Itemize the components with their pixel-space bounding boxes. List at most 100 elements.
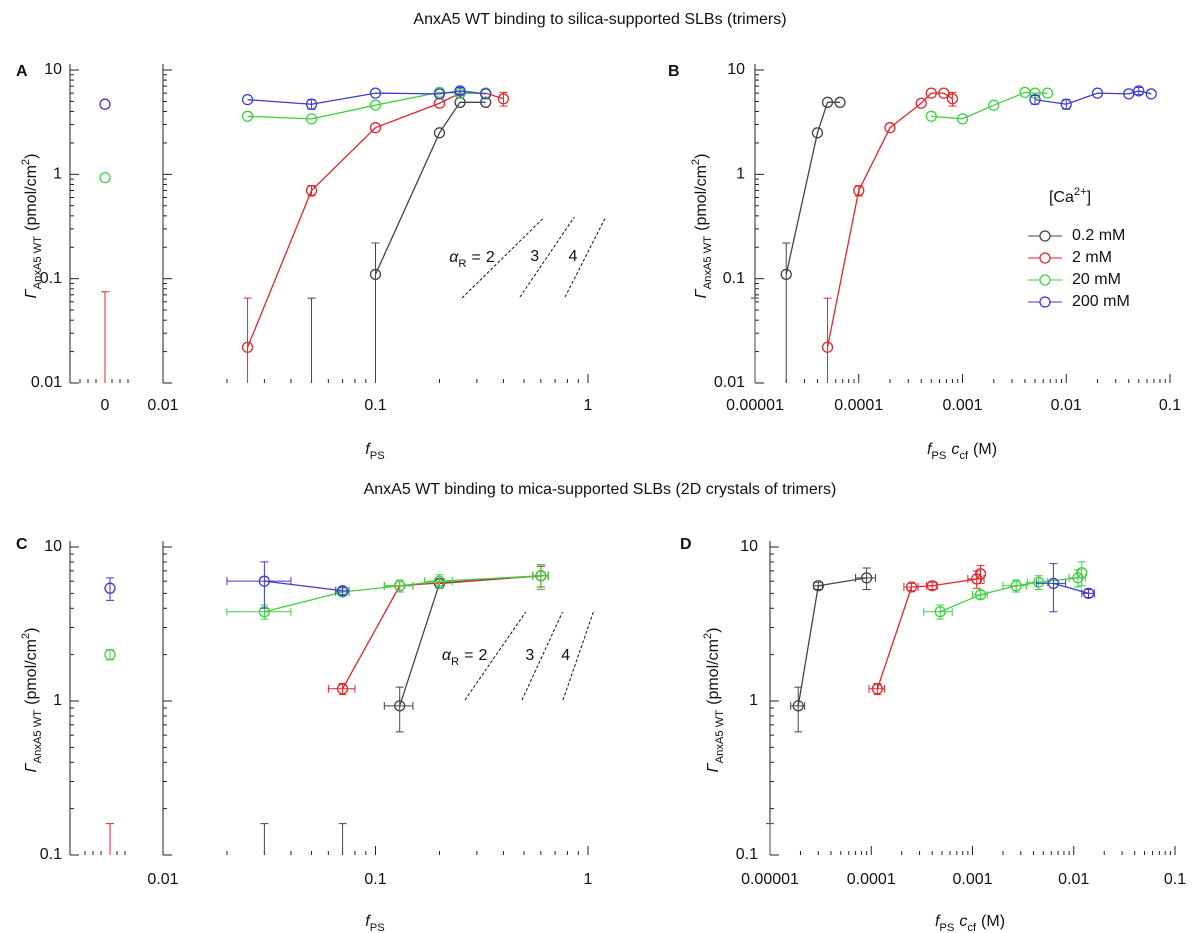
y-tick-label: 10: [740, 538, 758, 555]
label-part: PS: [370, 922, 385, 933]
x-tick-label: 0.01: [147, 397, 178, 414]
slope-label: αR = 2: [442, 647, 488, 668]
x-tick-label: 0.1: [1159, 397, 1181, 414]
y-tick-label: 1: [53, 692, 62, 709]
error-bar: [751, 297, 759, 383]
label-part: c: [959, 913, 967, 930]
label-part: Γ: [23, 762, 40, 772]
x-tick-label: 0.1: [364, 871, 386, 888]
data-point: [1091, 87, 1104, 99]
series-line: [247, 90, 486, 105]
data-point: [821, 341, 834, 353]
error-bar: [101, 291, 109, 383]
legend-swatch: [1039, 296, 1051, 308]
data-point: [946, 93, 959, 105]
panel-label: D: [680, 536, 692, 553]
data-point: [99, 171, 111, 184]
label-part: PS: [370, 450, 385, 462]
x-tick-label: 0.01: [1058, 871, 1089, 888]
error-bar: [794, 686, 803, 733]
label-part: =: [464, 647, 473, 664]
data-point: [454, 85, 466, 97]
series-line: [264, 580, 343, 592]
data-point: [780, 268, 792, 280]
y-tick-label: 0.1: [723, 270, 745, 287]
label-part: f: [365, 441, 371, 458]
data-point: [834, 96, 846, 108]
error-bar: [260, 561, 269, 609]
x-tick-label: 0: [101, 397, 110, 414]
slope-label: 4: [561, 647, 570, 664]
label-part: AnxA5 WT: [702, 236, 714, 290]
data-point: [871, 683, 884, 695]
label-part: f: [927, 441, 933, 458]
data-point: [258, 575, 271, 587]
error-bar: [1077, 561, 1086, 587]
error-bar: [338, 823, 347, 855]
error-bar: [766, 823, 774, 855]
legend-title: [Ca2+]: [1049, 186, 1091, 206]
data-point: [1010, 580, 1022, 592]
x-tick-label: 0.00001: [741, 871, 799, 888]
label-part: Γ: [23, 288, 40, 298]
slope-value: 3: [530, 248, 539, 265]
label-part: 2: [690, 159, 702, 165]
series-line: [785, 101, 841, 275]
error-bar: [1049, 563, 1058, 613]
x-tick-label: 0.0001: [834, 397, 883, 414]
y-tick-label: 10: [727, 61, 745, 78]
label-part: 2: [702, 633, 714, 639]
label-part: AnxA5 WT: [714, 710, 726, 764]
x-tick-label: 1: [584, 871, 593, 888]
data-point: [812, 580, 824, 592]
series-line: [374, 101, 486, 275]
slope-label: αR = 2: [449, 249, 495, 270]
legend-label: 0.2 mM: [1072, 227, 1125, 244]
label-part: cf: [967, 922, 977, 933]
error-bar: [106, 823, 114, 855]
legend-swatch: [1039, 230, 1051, 242]
label-part: Γ: [693, 288, 710, 298]
data-point: [792, 700, 804, 712]
label-part: ): [693, 154, 710, 159]
y-axis-label: ΓAnxA5 WT (pmol/cm2): [20, 628, 44, 773]
data-point: [241, 93, 254, 106]
label-part: f: [365, 913, 371, 930]
error-bar: [307, 297, 316, 383]
error-bar: [106, 577, 114, 601]
label-part: =: [471, 249, 480, 266]
data-point: [497, 93, 510, 105]
data-point: [305, 184, 318, 197]
data-point: [974, 589, 987, 601]
x-tick-label: 0.0001: [847, 871, 896, 888]
data-point: [99, 98, 111, 110]
error-bar: [371, 242, 380, 383]
data-point: [104, 648, 116, 661]
x-axis-label: fPS: [365, 913, 384, 933]
label-part: ): [23, 628, 40, 633]
x-tick-label: 0.00001: [726, 397, 784, 414]
error-bar: [243, 297, 252, 383]
x-axis-label: fPS: [365, 441, 384, 462]
slope-value: 2: [486, 249, 495, 266]
panel-label: B: [668, 63, 680, 80]
label-part: cf: [959, 450, 969, 462]
y-tick-label: 10: [44, 61, 62, 78]
data-point: [433, 88, 446, 100]
y-tick-label: 0.1: [736, 846, 758, 863]
slope-guide: [519, 216, 575, 298]
series-line: [876, 573, 982, 690]
x-error-bar: [923, 607, 953, 616]
data-point: [821, 96, 834, 108]
label-part: (pmol/cm: [23, 165, 40, 231]
label-part: [Ca: [1049, 189, 1074, 206]
x-tick-label: 1: [584, 397, 593, 414]
data-point: [433, 127, 446, 139]
label-part: c: [951, 441, 959, 458]
data-point: [1029, 93, 1041, 106]
series-line: [399, 575, 541, 707]
x-tick-label: 0.1: [364, 397, 386, 414]
data-point: [104, 582, 116, 594]
legend-label: 20 mM: [1072, 271, 1121, 288]
